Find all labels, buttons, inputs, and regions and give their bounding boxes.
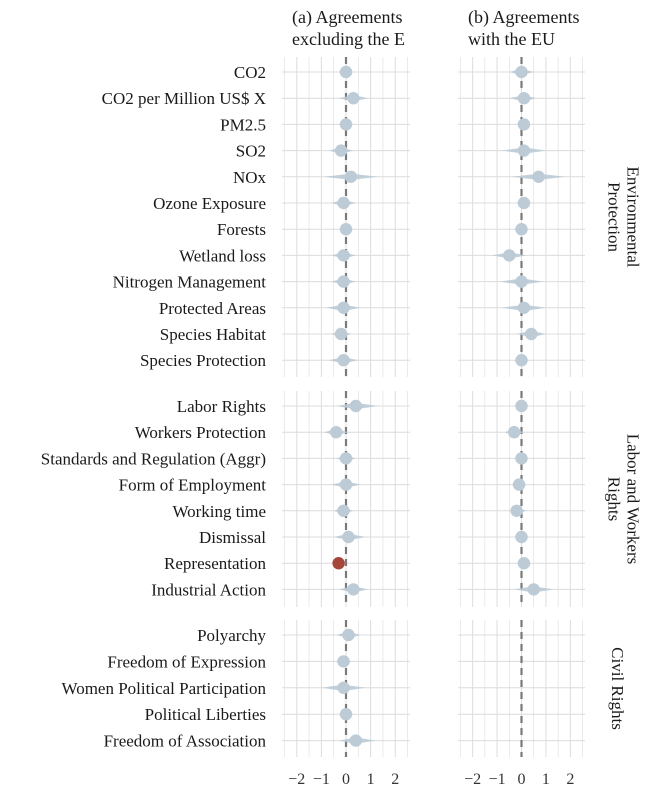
point-estimate bbox=[349, 399, 363, 413]
point-estimate bbox=[515, 399, 528, 413]
row-label: Labor Rights bbox=[177, 397, 266, 416]
strip-label: EnvironmentalProtection bbox=[605, 166, 643, 267]
point-estimate bbox=[515, 452, 528, 465]
row-label: Polyarchy bbox=[197, 626, 266, 645]
point-estimate bbox=[532, 170, 545, 183]
row-label: Freedom of Expression bbox=[107, 652, 266, 671]
point-estimate bbox=[517, 118, 531, 131]
x-tick-label: 1 bbox=[367, 771, 375, 788]
point-estimate bbox=[339, 118, 353, 131]
row-label: Protected Areas bbox=[159, 299, 266, 318]
row-label: Workers Protection bbox=[135, 423, 267, 442]
row-label: Form of Employment bbox=[119, 476, 267, 495]
strip-label-line2: Protection bbox=[605, 182, 624, 252]
point-estimate bbox=[503, 249, 516, 262]
point-estimate bbox=[337, 681, 350, 694]
point-estimate bbox=[339, 65, 353, 79]
point-estimate bbox=[347, 92, 360, 105]
point-estimate bbox=[339, 452, 353, 465]
x-tick-label: 1 bbox=[542, 771, 550, 788]
point-estimate bbox=[347, 583, 360, 596]
point-estimate bbox=[517, 557, 531, 570]
point-estimate bbox=[517, 144, 531, 157]
point-estimate bbox=[349, 734, 363, 747]
point-estimate bbox=[344, 170, 358, 183]
x-tick-label: −2 bbox=[464, 771, 481, 788]
point-estimate bbox=[527, 583, 540, 596]
point-estimate bbox=[512, 478, 526, 491]
point-estimate bbox=[337, 301, 350, 314]
strip-label-line1: Environmental bbox=[623, 166, 642, 267]
point-estimate bbox=[339, 708, 353, 721]
row-label: NOx bbox=[233, 168, 267, 187]
row-label: CO2 bbox=[234, 63, 266, 82]
point-estimate bbox=[337, 249, 350, 262]
row-label: CO2 per Million US$ X bbox=[102, 89, 266, 108]
point-estimate bbox=[339, 223, 353, 236]
point-estimate bbox=[515, 223, 528, 236]
row-label: Dismissal bbox=[199, 528, 266, 547]
point-estimate bbox=[515, 275, 528, 288]
x-tick-label: −1 bbox=[489, 771, 506, 788]
point-estimate bbox=[337, 504, 350, 517]
x-tick-label: 0 bbox=[342, 771, 350, 788]
point-estimate bbox=[337, 655, 350, 668]
point-estimate bbox=[517, 301, 531, 314]
point-estimate bbox=[525, 327, 538, 341]
point-estimate bbox=[329, 426, 343, 439]
point-estimate bbox=[337, 196, 350, 210]
row-label: Industrial Action bbox=[151, 580, 266, 599]
panel-title-line2: with the EU bbox=[468, 29, 555, 49]
point-estimate bbox=[337, 275, 350, 288]
x-tick-label: −1 bbox=[313, 771, 330, 788]
point-estimate bbox=[515, 65, 528, 79]
x-tick-label: −2 bbox=[288, 771, 305, 788]
row-label: Forests bbox=[217, 220, 266, 239]
strip-label-line1: Labor and Workers bbox=[623, 434, 642, 565]
point-estimate bbox=[334, 144, 348, 157]
row-label: Species Habitat bbox=[160, 325, 266, 344]
row-label: Ozone Exposure bbox=[153, 194, 266, 213]
strip-label: Labor and WorkersRights bbox=[605, 434, 643, 565]
row-label: Women Political Participation bbox=[62, 679, 267, 698]
point-estimate bbox=[510, 504, 523, 517]
point-estimate bbox=[342, 530, 355, 544]
panel-title-line1: (a) Agreements bbox=[292, 7, 402, 28]
point-estimate bbox=[342, 628, 355, 642]
row-label: Standards and Regulation (Aggr) bbox=[41, 449, 266, 468]
point-estimate bbox=[337, 354, 350, 367]
x-tick-label: 2 bbox=[391, 771, 399, 788]
point-estimate bbox=[517, 196, 531, 210]
point-estimate bbox=[334, 327, 348, 341]
point-estimate bbox=[517, 92, 531, 105]
row-label: Species Protection bbox=[140, 351, 267, 370]
row-label: Representation bbox=[164, 554, 266, 573]
row-label: Working time bbox=[172, 502, 266, 521]
row-label: SO2 bbox=[236, 142, 266, 161]
point-estimate bbox=[515, 354, 528, 367]
x-tick-label: 2 bbox=[566, 771, 574, 788]
x-tick-label: 0 bbox=[518, 771, 526, 788]
point-estimate bbox=[515, 530, 528, 544]
point-estimate bbox=[332, 557, 345, 570]
row-label: PM2.5 bbox=[220, 115, 266, 134]
row-label: Nitrogen Management bbox=[113, 273, 267, 292]
row-label: Wetland loss bbox=[179, 246, 266, 265]
point-estimate bbox=[339, 478, 353, 491]
strip-label: Civil Rights bbox=[608, 647, 627, 730]
panel-title-line1: (b) Agreements bbox=[468, 7, 579, 28]
row-label: Political Liberties bbox=[145, 705, 266, 724]
strip-label-line2: Rights bbox=[605, 477, 624, 521]
panel-title-line2: excluding the E bbox=[292, 29, 405, 49]
row-label: Freedom of Association bbox=[104, 732, 267, 751]
point-estimate bbox=[507, 426, 521, 439]
